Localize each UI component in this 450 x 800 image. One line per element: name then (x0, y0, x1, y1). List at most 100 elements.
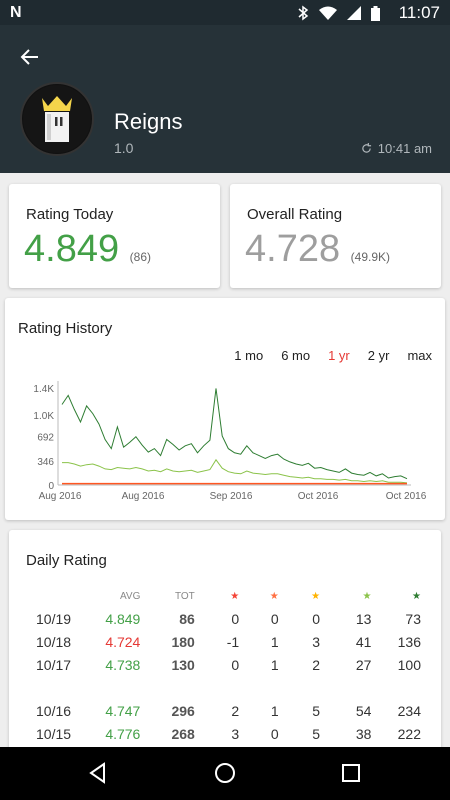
cell-s1: 0 (231, 610, 240, 627)
cell-avg: 4.738 (105, 656, 141, 673)
cell-s2: 1 (270, 702, 279, 719)
overall-rating-value-row: 4.728 (49.9K) (245, 228, 390, 271)
overall-rating-value: 4.728 (245, 228, 341, 270)
status-bar: N 11:07 (0, 0, 450, 25)
cell-s5: 222 (397, 725, 421, 742)
y-tick-label: 0 (48, 481, 54, 492)
range-1-mo[interactable]: 1 mo (234, 348, 264, 363)
status-time: 11:07 (398, 3, 440, 22)
y-tick-label: 346 (37, 457, 54, 468)
cell-date: 10/16 (36, 702, 72, 719)
table-row: 10/15 4.776 268 3 0 5 38 222 (17, 722, 427, 745)
rating-today-label: Rating Today (26, 206, 114, 223)
cell-s2: 1 (270, 633, 279, 650)
rating-today-count: (86) (129, 250, 151, 264)
last-updated: 10:41 am (361, 141, 432, 156)
cell-s1: 3 (231, 725, 240, 742)
star2-icon: ★ (269, 590, 279, 602)
cell-s5: 136 (397, 633, 421, 650)
signal-icon (347, 6, 361, 20)
rating-history-chart: 0 346 692 1.0K 1.4K Aug 2016 Aug 2016 Sep 2016 O… (33, 381, 427, 502)
x-tick-label: Sep 2016 (210, 491, 253, 502)
cell-s3: 0 (312, 610, 321, 627)
overall-rating-count: (49.9K) (350, 250, 391, 264)
cell-s3: 5 (312, 702, 321, 719)
table-header-row: AVG TOT ★ ★ ★ ★ ★ (17, 585, 427, 607)
cell-avg: 4.747 (105, 702, 141, 719)
cell-s5: 100 (397, 656, 421, 673)
star1-icon: ★ (230, 590, 240, 602)
wifi-icon (319, 6, 337, 20)
daily-rating-card: Daily Rating AVG TOT ★ ★ ★ ★ ★ 10/19 4.84… (9, 530, 441, 760)
app-name: Reigns (114, 109, 183, 134)
cell-s3: 5 (312, 725, 321, 742)
range-selector: 1 mo 6 mo 1 yr 2 yr max (234, 348, 432, 363)
overall-rating-card: Overall Rating 4.728 (49.9K) (230, 184, 441, 288)
cell-s1: -1 (226, 633, 240, 650)
notification-icon: N (10, 4, 22, 21)
y-tick-label: 1.0K (33, 411, 54, 422)
range-2-yr[interactable]: 2 yr (367, 348, 390, 363)
bluetooth-icon (298, 5, 309, 21)
cell-s1: 0 (231, 656, 240, 673)
recents-square-icon[interactable] (339, 761, 363, 785)
table-row: 10/17 4.738 130 0 1 2 27 100 (17, 653, 427, 676)
cell-date: 10/15 (36, 725, 72, 742)
daily-rating-rows: 10/19 4.849 86 0 0 0 13 73 10/18 4.724 180 -1 1 3 41 13… (17, 607, 427, 745)
cell-date: 10/18 (36, 633, 72, 650)
cell-s2: 0 (270, 725, 279, 742)
star3-icon: ★ (311, 590, 321, 602)
cell-s4: 41 (355, 633, 372, 650)
cell-s4: 38 (355, 725, 372, 742)
row-spacer (17, 676, 427, 699)
navigation-bar (0, 747, 450, 800)
app-header: Reigns 1.0 10:41 am (0, 25, 450, 173)
rating-today-value-row: 4.849 (86) (24, 228, 151, 271)
table-row: 10/18 4.724 180 -1 1 3 41 136 (17, 630, 427, 653)
cell-avg: 4.724 (105, 633, 141, 650)
back-triangle-icon[interactable] (86, 761, 110, 785)
crown-tower-icon (23, 85, 91, 153)
series-line-1 (61, 388, 408, 480)
star4-icon: ★ (362, 590, 372, 602)
x-tick-label: Aug 2016 (39, 491, 82, 502)
avg-header: AVG (119, 590, 141, 602)
battery-icon (371, 5, 380, 21)
cell-s3: 2 (312, 656, 321, 673)
cell-tot: 130 (171, 656, 195, 673)
app-icon (20, 82, 94, 156)
star5-icon: ★ (412, 590, 421, 602)
cell-s4: 54 (355, 702, 372, 719)
y-tick-label: 692 (37, 433, 54, 444)
table-row: 10/19 4.849 86 0 0 0 13 73 (17, 607, 427, 630)
tot-header: TOT (174, 590, 195, 602)
cell-s1: 2 (231, 702, 240, 719)
rating-history-title: Rating History (18, 320, 113, 337)
app-version: 1.0 (114, 140, 134, 156)
y-tick-label: 1.4K (33, 384, 54, 395)
back-arrow-icon[interactable] (18, 45, 42, 69)
range-1-yr[interactable]: 1 yr (328, 348, 350, 363)
rating-today-value: 4.849 (24, 228, 120, 270)
cell-s5: 234 (397, 702, 421, 719)
cell-tot: 180 (171, 633, 195, 650)
rating-history-card: Rating History 1 mo 6 mo 1 yr 2 yr max 0 346 6… (5, 298, 445, 520)
cell-s4: 27 (355, 656, 372, 673)
table-row: 10/16 4.747 296 2 1 5 54 234 (17, 699, 427, 722)
x-tick-label: Aug 2016 (122, 491, 165, 502)
range-max[interactable]: max (407, 348, 432, 363)
refresh-icon (362, 143, 371, 153)
cell-date: 10/17 (36, 656, 72, 673)
date-header (17, 585, 97, 607)
series-line-2 (62, 458, 408, 484)
range-6-mo[interactable]: 6 mo (281, 348, 311, 363)
x-tick-label: Oct 2016 (298, 491, 339, 502)
cell-tot: 268 (171, 725, 195, 742)
updated-time: 10:41 am (377, 141, 432, 156)
cell-avg: 4.849 (105, 610, 141, 627)
cell-avg: 4.776 (105, 725, 141, 742)
cell-s5: 73 (405, 610, 421, 627)
cell-s3: 3 (312, 633, 321, 650)
home-circle-icon[interactable] (213, 761, 237, 785)
rating-today-card: Rating Today 4.849 (86) (9, 184, 220, 288)
